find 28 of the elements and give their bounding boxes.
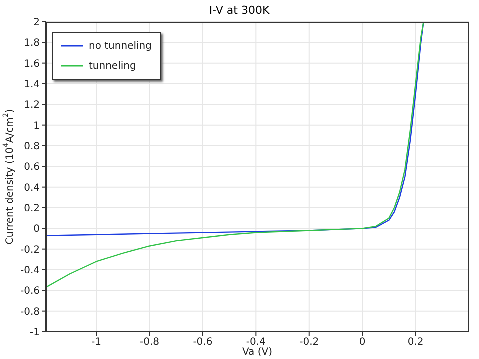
legend-label: tunneling xyxy=(89,60,136,72)
x-tick-label: -0.8 xyxy=(140,337,160,348)
y-tick-label: 0 xyxy=(34,224,40,236)
y-tick-label: -1 xyxy=(30,328,40,339)
y-tick-label: 0.6 xyxy=(24,162,40,174)
x-tick-label: 0.2 xyxy=(408,337,424,348)
x-tick-label: -0.6 xyxy=(193,337,213,348)
y-tick-label: 0.8 xyxy=(24,142,40,153)
x-tick-label: -0.2 xyxy=(300,337,320,348)
y-tick-label: 1 xyxy=(34,120,40,132)
legend-label: no tunneling xyxy=(89,40,152,52)
y-tick-label: 2 xyxy=(34,18,40,29)
x-tick-label: 0 xyxy=(359,337,366,348)
y-tick-label: 1.8 xyxy=(24,38,40,50)
y-tick-label: 0.4 xyxy=(24,182,40,194)
y-tick-label: -0.4 xyxy=(20,266,40,277)
x-axis-title: Va (V) xyxy=(242,347,273,358)
y-tick-label: 1.4 xyxy=(24,80,40,91)
y-tick-label: 1.6 xyxy=(24,58,40,70)
y-tick-label: -0.6 xyxy=(20,286,40,298)
y-tick-label: 1.2 xyxy=(24,100,40,112)
line-series xyxy=(46,22,424,288)
y-tick-label: -0.8 xyxy=(20,306,40,318)
chart-title: I-V at 300K xyxy=(208,4,271,17)
y-tick-label: -0.2 xyxy=(20,244,40,256)
x-tick-label: -1 xyxy=(92,337,102,348)
x-tick-label: -0.4 xyxy=(246,337,266,348)
y-tick-label: 0.2 xyxy=(24,204,40,215)
